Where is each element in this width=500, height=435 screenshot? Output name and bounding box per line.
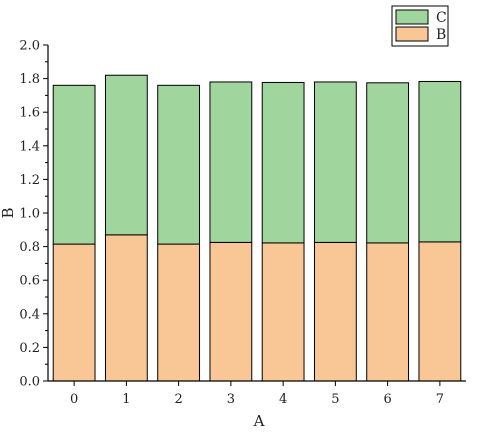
axes-group: 0.0 0.2 0.4 0.6 0.8 1.0 1.2 1.4 1.6 1.8 2.0 0 1 2 3 4 5 6… bbox=[19, 39, 466, 407]
y-tick-label: 1.8 bbox=[19, 72, 40, 87]
bar-b-2 bbox=[157, 243, 201, 382]
bar-b-7 bbox=[418, 241, 462, 382]
bar-c-6 bbox=[366, 82, 410, 244]
y-tick-label: 2.0 bbox=[19, 39, 40, 54]
y-axis-label: B bbox=[0, 207, 17, 218]
legend: CB bbox=[391, 5, 449, 47]
bar-c-5 bbox=[313, 81, 357, 243]
bar-b-3 bbox=[209, 241, 253, 382]
y-tick-label: 1.6 bbox=[19, 106, 40, 121]
legend-label-b: B bbox=[436, 27, 446, 43]
y-tick-label: 1.2 bbox=[19, 173, 40, 188]
y-tick-label: 1.0 bbox=[19, 207, 40, 222]
bar-c-4 bbox=[261, 81, 305, 244]
bar-c-0 bbox=[52, 84, 96, 245]
bars-group bbox=[52, 74, 462, 382]
legend-label-c: C bbox=[436, 10, 447, 26]
y-tick-label: 0.2 bbox=[19, 341, 40, 356]
x-tick-label: 5 bbox=[331, 392, 339, 407]
x-tick-label: 4 bbox=[279, 392, 287, 407]
x-tick-label: 0 bbox=[70, 392, 78, 407]
x-tick-label: 6 bbox=[383, 392, 391, 407]
y-tick-label: 0.0 bbox=[19, 375, 40, 390]
bar-b-1 bbox=[104, 234, 148, 382]
bar-b-4 bbox=[261, 242, 305, 382]
legend-swatch-c bbox=[395, 9, 429, 25]
x-tick-label: 1 bbox=[122, 392, 130, 407]
bar-c-2 bbox=[157, 84, 201, 245]
bar-c-1 bbox=[104, 74, 148, 236]
bar-c-7 bbox=[418, 80, 462, 243]
bar-b-6 bbox=[366, 242, 410, 382]
x-tick-label: 3 bbox=[227, 392, 235, 407]
bar-b-5 bbox=[313, 241, 357, 382]
y-tick-label: 0.8 bbox=[19, 240, 40, 255]
y-tick-label: 1.4 bbox=[19, 139, 40, 154]
x-tick-label: 2 bbox=[174, 392, 182, 407]
y-tick-label: 0.4 bbox=[19, 307, 40, 322]
bar-c-3 bbox=[209, 81, 253, 243]
y-tick-label: 0.6 bbox=[19, 274, 40, 289]
x-tick-label: 7 bbox=[436, 392, 444, 407]
bar-b-0 bbox=[52, 243, 96, 382]
x-axis-label: A bbox=[253, 412, 265, 430]
legend-swatch-b bbox=[395, 26, 429, 42]
